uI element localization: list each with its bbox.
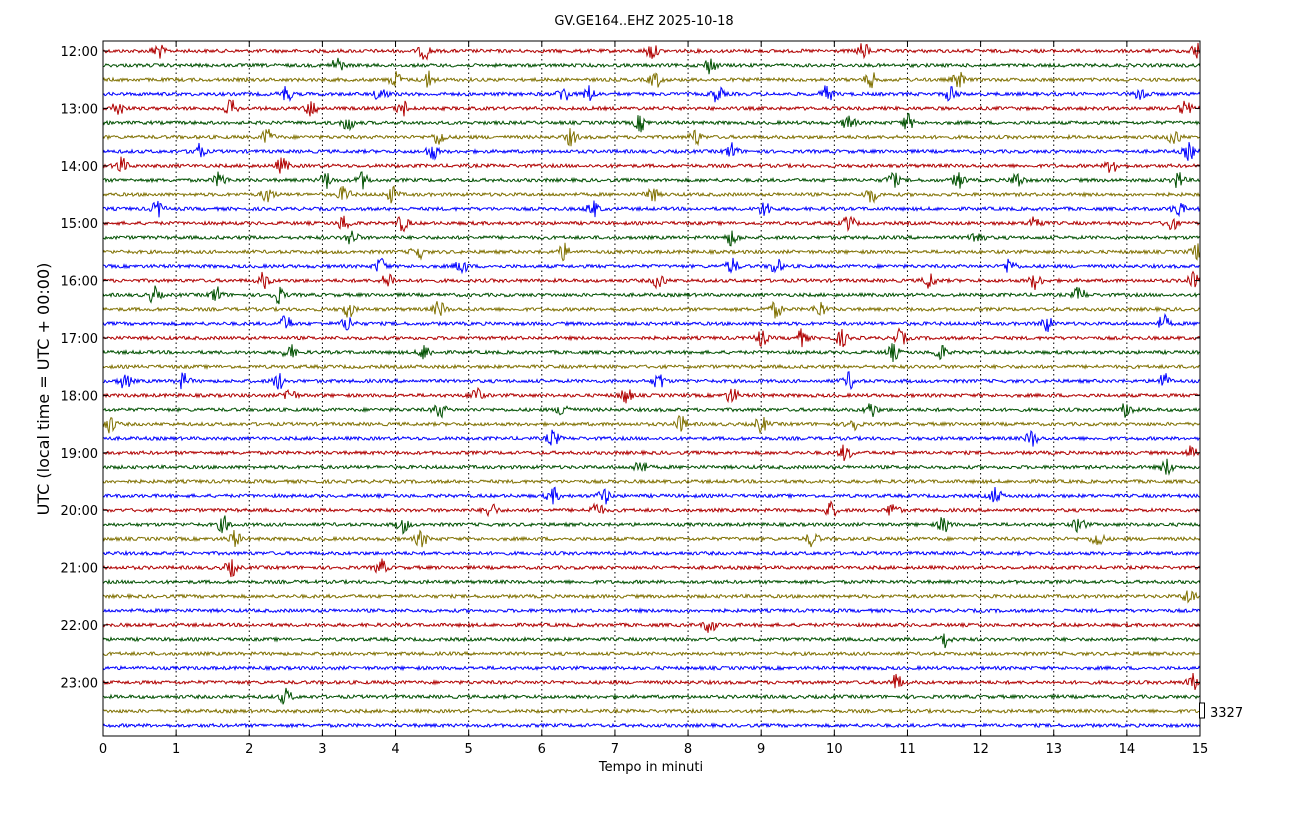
grid (175, 41, 1128, 736)
seismic-traces (102, 42, 1201, 729)
x-tick-label: 11 (899, 742, 916, 757)
y-tick-label: 21:00 (61, 562, 98, 577)
x-axis-ticks: 0 1 2 3 4 5 6 7 8 9 10 11 12 13 14 15 (99, 41, 1208, 757)
y-tick-label: 12:00 (61, 45, 98, 60)
x-tick-label: 6 (538, 742, 546, 757)
y-tick-label: 18:00 (61, 389, 98, 404)
seismic-trace (102, 156, 1201, 174)
plot-frame (102, 40, 1201, 737)
seismic-trace (102, 312, 1201, 332)
seismic-trace (102, 42, 1201, 61)
y-axis-ticks: 12:00 13:00 14:00 15:00 16:00 17:00 18:00 19:00… (61, 45, 1200, 691)
x-axis-label: Tempo in minuti (598, 760, 703, 775)
seismic-trace (102, 128, 1201, 147)
x-tick-label: 7 (611, 742, 619, 757)
y-axis-label: UTC (local time = UTC + 00:00) (34, 263, 53, 516)
seismic-trace (102, 707, 1201, 715)
y-tick-label: 23:00 (61, 676, 98, 691)
seismic-trace (102, 327, 1201, 348)
seismic-trace (102, 633, 1201, 649)
seismic-trace (102, 57, 1201, 75)
seismic-trace (102, 185, 1201, 204)
seismic-trace (102, 558, 1201, 578)
seismic-trace (102, 414, 1201, 434)
seismic-trace (102, 403, 1201, 419)
seismic-trace (102, 257, 1201, 275)
seismic-trace (102, 578, 1201, 586)
seismic-trace (102, 171, 1201, 190)
seismic-trace (102, 621, 1201, 633)
x-tick-label: 13 (1045, 742, 1062, 757)
seismic-trace (102, 478, 1201, 485)
y-tick-label: 13:00 (61, 102, 98, 117)
scale-bar (1199, 702, 1205, 719)
y-tick-label: 16:00 (61, 275, 98, 290)
seismic-trace (102, 673, 1201, 691)
x-tick-label: 4 (391, 742, 399, 757)
x-tick-label: 8 (684, 742, 692, 757)
seismic-trace (102, 85, 1201, 103)
chart-title: GV.GE164..EHZ 2025-10-18 (554, 14, 733, 29)
seismic-trace (102, 529, 1201, 548)
y-tick-label: 15:00 (61, 217, 98, 232)
seismic-trace (102, 486, 1201, 505)
seismic-trace (102, 141, 1201, 161)
seismic-trace (102, 70, 1201, 89)
x-tick-label: 1 (172, 742, 180, 757)
x-tick-label: 3 (318, 742, 326, 757)
seismic-trace (102, 590, 1201, 604)
seismic-trace (102, 112, 1201, 133)
seismic-trace (102, 386, 1201, 404)
x-tick-label: 5 (465, 742, 473, 757)
seismic-trace (102, 500, 1201, 518)
seismic-trace (102, 371, 1201, 391)
x-tick-label: 14 (1119, 742, 1136, 757)
seismic-trace (102, 722, 1201, 729)
seismic-trace (102, 200, 1201, 218)
x-tick-label: 2 (245, 742, 253, 757)
seismic-trace (102, 270, 1201, 290)
x-tick-label: 9 (757, 742, 765, 757)
seismic-trace (102, 607, 1201, 614)
seismic-trace (102, 549, 1201, 557)
y-tick-label: 22:00 (61, 619, 98, 634)
seismic-trace (102, 458, 1201, 476)
seismic-trace (102, 650, 1200, 657)
seismic-trace (102, 444, 1201, 462)
seismic-trace (102, 515, 1201, 535)
seismic-trace (102, 343, 1201, 363)
seismic-trace (102, 285, 1201, 305)
seismic-trace (102, 363, 1201, 371)
x-tick-label: 0 (99, 742, 107, 757)
seismic-trace (102, 230, 1201, 247)
seismic-trace (102, 242, 1201, 262)
seismic-trace (102, 664, 1201, 672)
y-tick-label: 20:00 (61, 504, 98, 519)
seismic-trace (102, 215, 1201, 233)
scale-label: 3327 (1210, 706, 1243, 721)
seismic-trace (102, 300, 1201, 319)
seismic-trace (102, 429, 1201, 447)
seismic-trace (102, 99, 1201, 117)
x-tick-label: 10 (826, 742, 843, 757)
y-tick-label: 19:00 (61, 447, 98, 462)
scale-indicator: 3327 (1199, 702, 1243, 721)
seismic-trace (102, 687, 1201, 705)
x-tick-label: 12 (972, 742, 989, 757)
x-tick-label: 15 (1192, 742, 1209, 757)
y-tick-label: 14:00 (61, 160, 98, 175)
y-tick-label: 17:00 (61, 332, 98, 347)
